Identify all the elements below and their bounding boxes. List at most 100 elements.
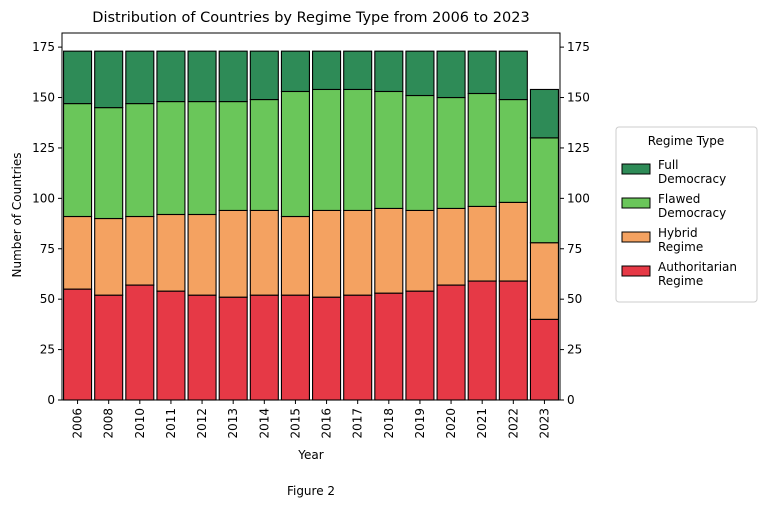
bar-2019-hybrid-regime [405,209,435,292]
bar-2008-authoritarian-regime [94,294,124,401]
y-tick-label: 100 [32,191,55,205]
bar-2018-authoritarian-regime [374,292,404,401]
x-tick-label: 2013 [226,408,240,439]
x-tick-label: 2008 [102,408,116,439]
bar-2010-full-democracy [125,50,155,105]
bar-2012-flawed-democracy [187,101,217,216]
y2-tick-label: 25 [567,343,582,357]
x-tick-label: 2011 [164,408,178,439]
y-tick-label: 175 [32,40,55,54]
bar-2006-flawed-democracy [63,103,93,218]
bar-2017-full-democracy [343,50,373,91]
legend-title: Regime Type [648,134,725,148]
bar-2014-hybrid-regime [249,209,279,296]
y-axis-label: Number of Countries [10,153,24,278]
bar-2021-authoritarian-regime [467,280,497,401]
legend-swatch [621,265,651,277]
bar-2020-flawed-democracy [436,96,466,209]
bar-2022-hybrid-regime [498,201,528,282]
bar-2008-flawed-democracy [94,107,124,220]
bar-2023-flawed-democracy [529,137,559,244]
bar-2022-full-democracy [498,50,528,101]
bar-2021-hybrid-regime [467,205,497,282]
legend-entries: Full Democracy Flawed Democracy Hybrid Regime… [621,158,737,288]
legend-swatch [621,197,651,209]
bar-2021-full-democracy [467,50,497,95]
bar-2016-authoritarian-regime [312,296,342,401]
y-tick-label: 25 [40,343,55,357]
y2-tick-label: 75 [567,242,582,256]
x-tick-label: 2020 [444,408,458,439]
bar-2012-full-democracy [187,50,217,103]
bar-2018-flawed-democracy [374,90,404,209]
bar-2012-authoritarian-regime [187,294,217,401]
bar-2020-authoritarian-regime [436,284,466,401]
bar-2019-authoritarian-regime [405,290,435,401]
plot-frame [61,32,561,401]
y2-tick-label: 125 [567,141,590,155]
x-tick-label: 2015 [288,408,302,439]
bar-2011-hybrid-regime [156,213,186,292]
bar-2013-full-democracy [218,50,248,103]
legend-label: Authoritarian Regime [658,260,737,288]
bar-2006-authoritarian-regime [63,288,93,401]
bars-group [63,50,559,401]
y2-tick-label: 0 [567,393,575,407]
y2-tick-label: 175 [567,40,590,54]
y-tick-label: 50 [40,292,55,306]
x-tick-label: 2021 [475,408,489,439]
legend-frame [615,126,758,303]
axes-group: 0 0 25 25 50 50 75 75 100 100 125 125 150 150 175 175 20… [32,32,590,439]
x-tick-label: 2014 [257,408,271,439]
bar-2015-flawed-democracy [280,90,310,218]
bar-2010-hybrid-regime [125,215,155,286]
legend-swatch [621,163,651,175]
bar-2013-authoritarian-regime [218,296,248,401]
y2-tick-label: 100 [567,191,590,205]
y-tick-label: 150 [32,91,55,105]
x-tick-label: 2017 [351,408,365,439]
legend-swatch [621,231,651,243]
bar-2010-authoritarian-regime [125,284,155,401]
figure-caption: Figure 2 [286,484,336,498]
bar-2008-hybrid-regime [94,217,124,296]
y2-tick-label: 150 [567,91,590,105]
bar-2011-full-democracy [156,50,186,103]
bar-2019-flawed-democracy [405,94,435,212]
bar-2019-full-democracy [405,50,435,97]
x-axis-label: Year [297,448,323,462]
bar-2018-hybrid-regime [374,207,404,294]
bar-2015-authoritarian-regime [280,294,310,401]
chart-title: Distribution of Countries by Regime Type… [92,10,529,26]
y-tick-label: 0 [47,393,55,407]
bar-2015-full-democracy [280,50,310,93]
bar-2018-full-democracy [374,50,404,93]
bar-2016-full-democracy [312,50,342,91]
bar-2006-full-democracy [63,50,93,105]
bar-2016-flawed-democracy [312,88,342,212]
bar-2006-hybrid-regime [63,215,93,290]
y-tick-label: 75 [40,242,55,256]
bar-2021-flawed-democracy [467,92,497,207]
bar-2023-full-democracy [529,88,559,139]
legend-label: Flawed Democracy [658,192,726,220]
legend-label: Full Democracy [658,158,726,186]
x-tick-label: 2018 [382,408,396,439]
x-tick-label: 2019 [413,408,427,439]
bar-2010-flawed-democracy [125,103,155,218]
bar-2020-hybrid-regime [436,207,466,286]
bar-2013-hybrid-regime [218,209,248,298]
bar-2013-flawed-democracy [218,101,248,212]
bar-2017-flawed-democracy [343,88,373,212]
x-tick-label: 2012 [195,408,209,439]
bar-2008-full-democracy [94,50,124,109]
x-tick-label: 2022 [506,408,520,439]
bar-2014-full-democracy [249,50,279,101]
y2-tick-label: 50 [567,292,582,306]
bar-2020-full-democracy [436,50,466,99]
bar-2023-authoritarian-regime [529,318,559,401]
bar-2011-authoritarian-regime [156,290,186,401]
legend-label: Hybrid Regime [658,226,703,254]
bar-2022-flawed-democracy [498,98,528,203]
